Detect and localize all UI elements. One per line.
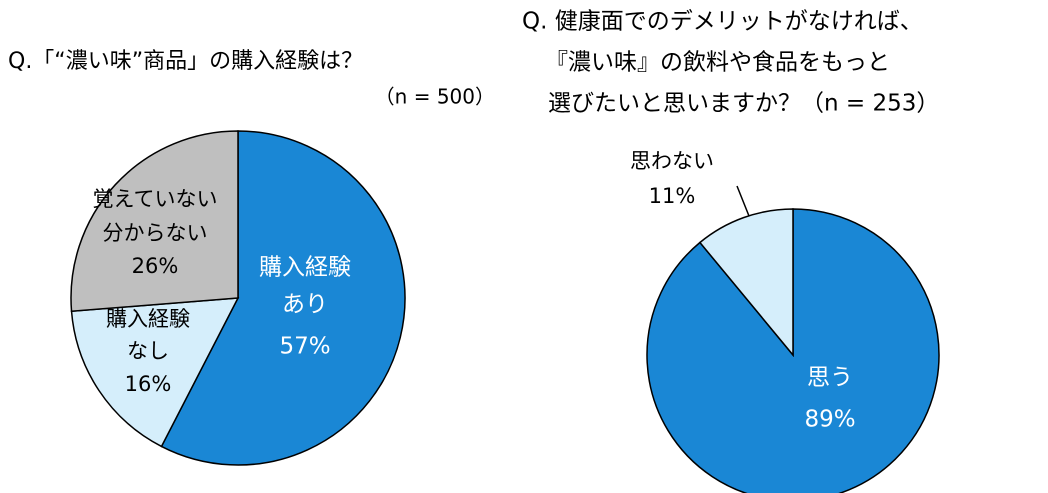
chart-title: 『濃い味』の飲料や食品をもっと: [545, 50, 890, 76]
slice-label: 思わない: [630, 149, 714, 173]
slice-label: 購入経験: [259, 255, 351, 281]
value-label: 26%: [132, 254, 179, 278]
pie-slice: [70, 130, 239, 313]
pie-slice: [698, 208, 794, 358]
slice-label: 購入経験: [106, 307, 190, 331]
value-label: 11%: [649, 184, 696, 208]
slice-label: 分からない: [103, 221, 208, 245]
value-label: 16%: [125, 372, 172, 396]
pie-slice: [70, 297, 240, 448]
pie-slice: [160, 130, 406, 466]
slice-label: なし: [127, 339, 169, 363]
value-label: 57%: [279, 334, 330, 360]
slice-label: 思う: [807, 365, 853, 391]
value-label: 89%: [804, 407, 855, 433]
slice-label: あり: [282, 292, 328, 318]
chart-title: Q. 健康面でのデメリットがなければ、: [522, 9, 923, 35]
chart-title: Q.「“濃い味”商品」の購入経験は？: [8, 49, 363, 74]
chart-title: 選びたいと思いますか？（n = 253）: [548, 91, 939, 117]
chart-subtitle: （n = 500）: [375, 85, 495, 109]
slice-label: 覚えていない: [93, 187, 218, 211]
